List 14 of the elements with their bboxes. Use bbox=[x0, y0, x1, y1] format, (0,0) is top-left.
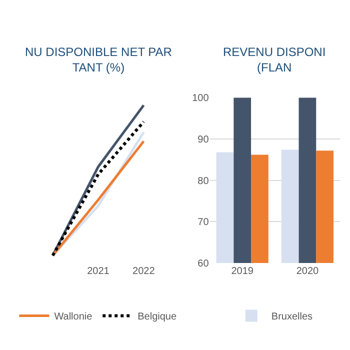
x-tick-label: 2019 bbox=[231, 266, 254, 278]
x-tick-label: 2021 bbox=[87, 266, 110, 278]
y-tick-label: 80 bbox=[198, 176, 210, 187]
chart-title: REVENU DISPONI (FLAN bbox=[223, 45, 326, 75]
x-tick-label: 2020 bbox=[296, 266, 320, 278]
y-tick-label: 90 bbox=[198, 134, 210, 146]
legend-label: Belgique bbox=[138, 312, 177, 323]
chart-title: NU DISPONIBLE NET PAR TANT (%) bbox=[25, 45, 172, 75]
legend-label: Wallonie bbox=[54, 312, 93, 323]
x-tick-label: 2022 bbox=[132, 266, 156, 278]
legend-label: Bruxelles bbox=[271, 312, 313, 323]
y-tick-label: 60 bbox=[198, 258, 210, 270]
y-tick-label: 70 bbox=[198, 217, 210, 228]
y-tick-label: 100 bbox=[192, 93, 210, 104]
